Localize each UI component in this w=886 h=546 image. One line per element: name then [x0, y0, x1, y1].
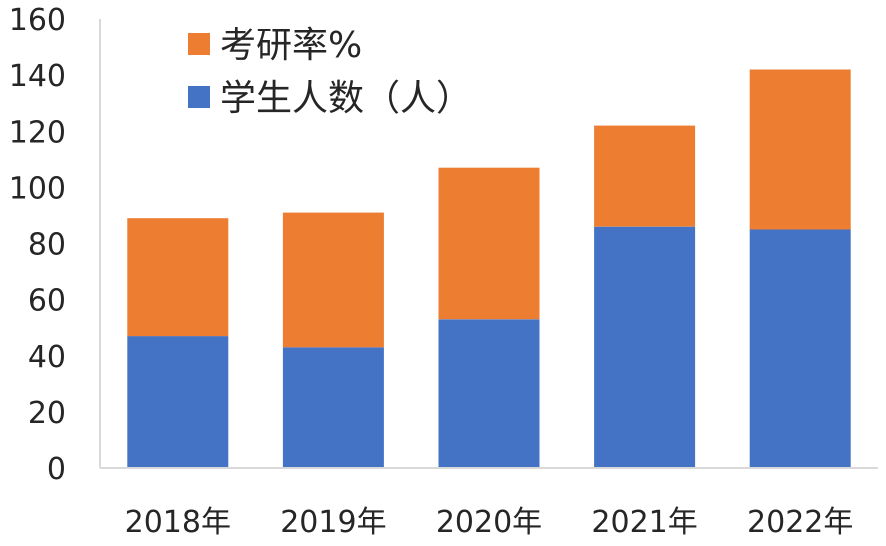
bar-postgrad-rate-0 — [127, 218, 229, 337]
x-tick-label: 2020年 — [436, 505, 542, 540]
bar-postgrad-rate-3 — [594, 125, 696, 227]
y-tick-label: 140 — [9, 59, 66, 94]
legend-swatch-postgrad-rate — [188, 33, 210, 55]
x-tick-label: 2022年 — [747, 505, 853, 540]
x-tick-label: 2021年 — [591, 505, 697, 540]
bars-layer — [127, 69, 851, 468]
y-tick-label: 40 — [28, 340, 66, 375]
y-tick-label: 20 — [28, 396, 66, 431]
y-tick-label: 100 — [9, 171, 66, 206]
bar-students-1 — [282, 347, 384, 468]
y-tick-label: 120 — [9, 115, 66, 150]
y-tick-label: 60 — [28, 284, 66, 319]
legend-label-postgrad-rate: 考研率% — [220, 25, 362, 66]
bar-postgrad-rate-2 — [438, 167, 540, 320]
bar-postgrad-rate-1 — [282, 212, 384, 348]
x-tick-label: 2019年 — [280, 505, 386, 540]
bar-students-2 — [438, 319, 540, 468]
legend-swatch-students — [188, 86, 210, 108]
x-tick-label: 2018年 — [125, 505, 231, 540]
bar-students-0 — [127, 336, 229, 468]
bar-students-3 — [594, 226, 696, 468]
legend-label-students: 学生人数（人） — [220, 78, 472, 119]
y-tick-label: 160 — [9, 3, 66, 38]
y-tick-label: 0 — [47, 452, 66, 487]
y-tick-label: 80 — [28, 228, 66, 263]
y-tick-labels: 0 20 40 60 80 100 120 140 160 — [9, 3, 66, 487]
legend: 考研率% 学生人数（人） — [188, 25, 472, 119]
bar-students-4 — [749, 229, 851, 468]
x-tick-labels: 2018年 2019年 2020年 2021年 2022年 — [125, 505, 854, 540]
bar-postgrad-rate-4 — [749, 69, 851, 230]
